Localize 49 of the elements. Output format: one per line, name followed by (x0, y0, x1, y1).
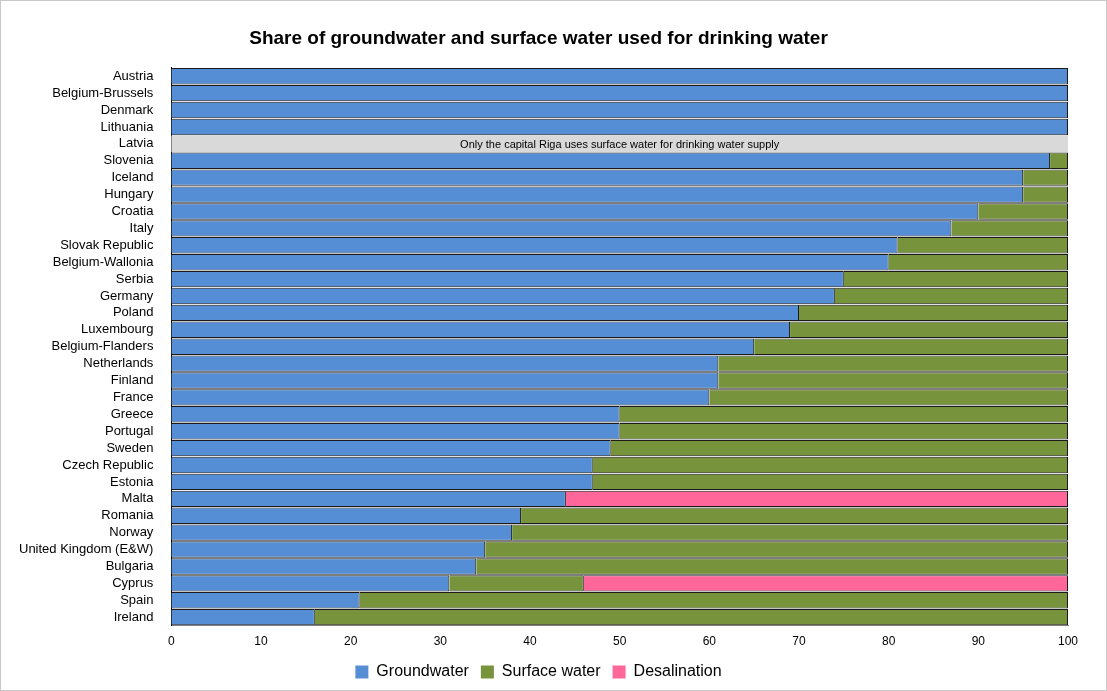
y-tick-label: Iceland (111, 169, 154, 185)
y-tick-label: Belgium-Brussels (52, 84, 154, 100)
chart-title: Share of groundwater and surface water used for drinking water (249, 26, 829, 48)
x-tick-label: 30 (433, 634, 448, 649)
band-label: Only the capital Riga uses surface water for drinking water supply (460, 137, 780, 150)
y-tick-label: Austria (112, 67, 155, 83)
x-tick-label: 10 (254, 634, 269, 649)
y-tick-label: Hungary (104, 186, 154, 202)
legend-label: Desalination (633, 662, 722, 680)
x-tick-label: 20 (344, 634, 358, 649)
y-tick-label: Belgium-Flanders (51, 338, 154, 354)
x-tick-label: 60 (702, 634, 717, 649)
y-tick-label: Netherlands (83, 355, 154, 371)
y-tick-label: Denmark (100, 101, 154, 117)
y-tick-label: Croatia (111, 203, 155, 219)
y-tick-label: Latvia (118, 135, 155, 151)
legend-label: Surface water (501, 662, 602, 680)
y-tick-label: Estonia (110, 473, 155, 489)
y-tick-label: Finland (110, 372, 154, 388)
y-tick-label: Greece (110, 405, 154, 421)
y-tick-label: Portugal (104, 422, 154, 438)
x-tick-label: 50 (613, 634, 627, 649)
y-tick-label: Poland (112, 304, 154, 320)
x-tick-label: 0 (168, 634, 176, 649)
y-tick-label: Sweden (106, 439, 154, 455)
y-tick-label: Romania (101, 507, 155, 523)
y-tick-label: Italy (129, 219, 154, 235)
x-tick-label: 90 (971, 634, 986, 649)
y-tick-label: Lithuania (100, 118, 155, 134)
y-tick-label: Ireland (113, 608, 154, 624)
y-tick-label: Spain (120, 591, 154, 607)
x-tick-label: 70 (792, 634, 807, 649)
y-tick-label: United Kingdom (E&W) (18, 541, 154, 557)
y-tick-label: Serbia (115, 270, 155, 286)
legend-label: Groundwater (376, 662, 470, 680)
y-tick-label: Germany (99, 287, 154, 303)
y-tick-label: Slovenia (103, 152, 155, 168)
x-tick-label: 40 (523, 634, 538, 649)
y-tick-label: Cyprus (112, 574, 154, 590)
y-tick-label: France (112, 388, 154, 404)
y-tick-label: Slovak Republic (60, 236, 154, 252)
y-tick-label: Belgium-Wallonia (52, 253, 155, 269)
x-tick-label: 100 (1057, 634, 1079, 649)
y-tick-label: Luxembourg (81, 321, 154, 337)
y-tick-label: Malta (121, 490, 155, 506)
y-tick-label: Bulgaria (105, 558, 155, 574)
y-tick-label: Norway (109, 524, 154, 540)
x-tick-label: 80 (882, 634, 896, 649)
y-tick-label: Czech Republic (62, 456, 154, 472)
